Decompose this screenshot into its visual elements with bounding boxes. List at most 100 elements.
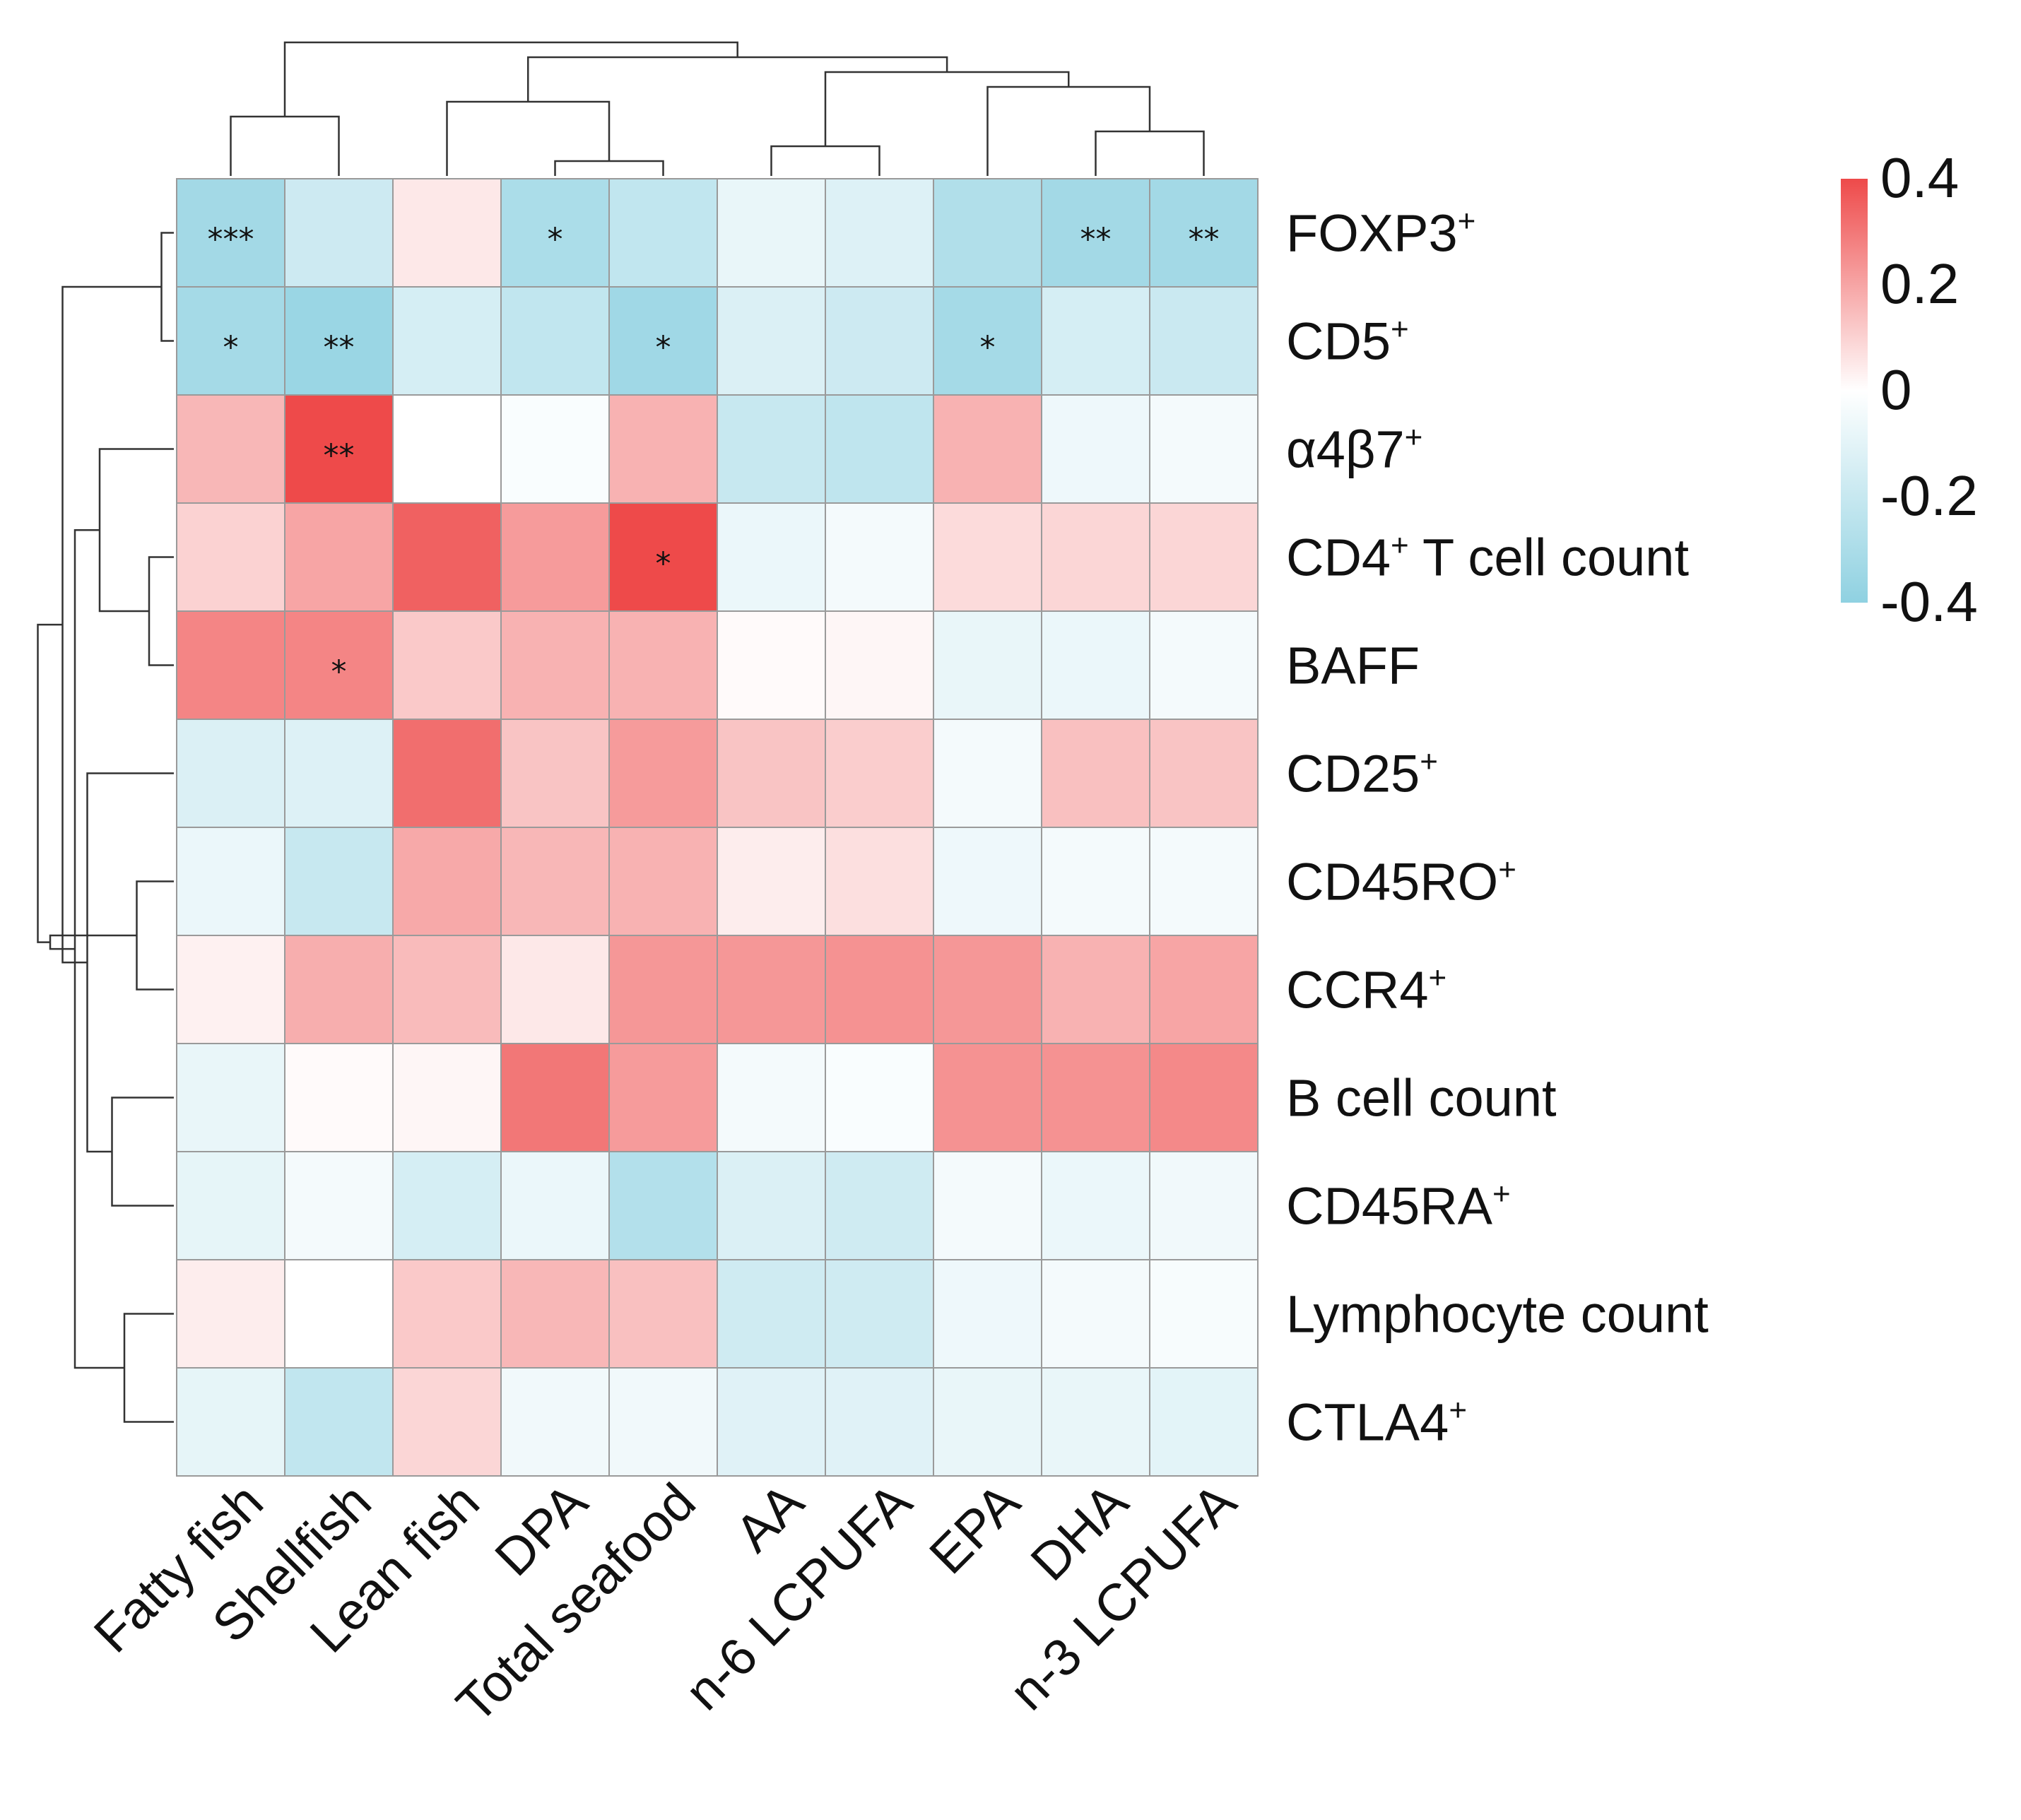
heatmap-cell <box>933 610 1042 720</box>
heatmap-cell <box>392 935 502 1044</box>
heatmap-cell <box>825 1367 934 1477</box>
heatmap-cell <box>933 719 1042 828</box>
heatmap-cell <box>284 1151 394 1260</box>
heatmap-cell <box>1149 394 1259 504</box>
legend-tick-label: -0.2 <box>1880 464 1978 527</box>
heatmap-cell <box>717 502 826 612</box>
heatmap-cell <box>392 1259 502 1369</box>
heatmap-cell <box>392 394 502 504</box>
heatmap-cell <box>284 935 394 1044</box>
heatmap-cell <box>933 935 1042 1044</box>
heatmap-cell <box>717 827 826 936</box>
heatmap-cells <box>176 178 1259 1477</box>
dendrogram-branch <box>283 41 738 117</box>
heatmap-cell <box>825 719 934 828</box>
heatmap-cell <box>1149 502 1259 612</box>
heatmap-cell <box>1041 1367 1150 1477</box>
heatmap-cell <box>284 502 394 612</box>
heatmap-cell <box>1041 610 1150 720</box>
heatmap-cell <box>284 610 394 720</box>
dendrogram-branch <box>554 160 664 176</box>
heatmap-cell <box>717 1259 826 1369</box>
significance-mark: * <box>548 222 563 258</box>
heatmap-cell <box>717 394 826 504</box>
heatmap-cell <box>717 610 826 720</box>
dendrogram-branch <box>1095 130 1205 176</box>
heatmap-cell <box>1041 178 1150 288</box>
heatmap-cell <box>500 1151 610 1260</box>
heatmap-cell <box>176 178 285 288</box>
heatmap-cell <box>284 827 394 936</box>
dendrogram-branch <box>86 772 174 1153</box>
row-label: BAFF <box>1286 637 1420 695</box>
column-label: AA <box>724 1472 815 1563</box>
heatmap-cell <box>392 610 502 720</box>
dendrogram-branch <box>123 1313 174 1423</box>
heatmap-cell <box>608 719 718 828</box>
heatmap-cell <box>1149 1043 1259 1152</box>
heatmap-cell <box>717 178 826 288</box>
heatmap-cell <box>608 1043 718 1152</box>
heatmap-cell <box>176 1367 285 1477</box>
heatmap-cell <box>1149 1367 1259 1477</box>
heatmap-cell <box>933 1259 1042 1369</box>
heatmap-cell <box>825 610 934 720</box>
heatmap-cell <box>608 610 718 720</box>
heatmap-cell <box>1149 286 1259 396</box>
significance-mark: * <box>656 330 671 366</box>
heatmap-cell <box>608 827 718 936</box>
heatmap-cell <box>608 394 718 504</box>
heatmap-cell <box>392 827 502 936</box>
heatmap-cell <box>1041 286 1150 396</box>
heatmap-cell <box>825 178 934 288</box>
row-label: CD5+ <box>1286 312 1409 371</box>
heatmap-cell <box>1041 935 1150 1044</box>
heatmap-cell <box>284 719 394 828</box>
heatmap-cell <box>933 1043 1042 1152</box>
dendrogram-branch <box>446 100 611 176</box>
heatmap-cell <box>500 719 610 828</box>
heatmap-cell <box>392 1043 502 1152</box>
heatmap-cell <box>825 827 934 936</box>
dendrogram-branch <box>111 1097 174 1207</box>
heatmap-cell <box>608 178 718 288</box>
heatmap-cell <box>284 286 394 396</box>
dendrogram-branch <box>148 556 174 666</box>
row-label: CD45RO+ <box>1286 853 1516 911</box>
dendrogram-branch <box>160 232 174 342</box>
heatmap-cell <box>392 286 502 396</box>
heatmap-cell <box>176 1259 285 1369</box>
heatmap-cell <box>500 1043 610 1152</box>
heatmap-cell <box>1041 1259 1150 1369</box>
significance-mark: ** <box>1189 222 1220 258</box>
row-label: α4β7+ <box>1286 420 1422 479</box>
heatmap-cell <box>284 1259 394 1369</box>
heatmap-cell <box>825 394 934 504</box>
heatmap-cell <box>1041 502 1150 612</box>
heatmap-cell <box>608 1367 718 1477</box>
row-label: CD25+ <box>1286 745 1438 803</box>
heatmap-cell <box>717 1043 826 1152</box>
significance-mark: * <box>223 330 239 366</box>
dendrogram-branch <box>136 880 174 991</box>
heatmap-cell <box>608 935 718 1044</box>
heatmap-cell <box>1149 1151 1259 1260</box>
heatmap-cell <box>933 1367 1042 1477</box>
heatmap-cell <box>392 178 502 288</box>
heatmap-cell <box>1041 1151 1150 1260</box>
row-label: CD4+ T cell count <box>1286 528 1689 587</box>
heatmap-cell <box>825 1151 934 1260</box>
heatmap-cell <box>717 935 826 1044</box>
heatmap-cell <box>284 1043 394 1152</box>
dendrogram-branch <box>527 56 948 102</box>
heatmap-cell <box>608 502 718 612</box>
heatmap-cell <box>500 610 610 720</box>
color-legend: 0.4 0.2 0 -0.2 -0.4 <box>1841 146 1978 633</box>
significance-mark: ** <box>1080 222 1112 258</box>
heatmap-cell <box>176 719 285 828</box>
heatmap-cell <box>933 178 1042 288</box>
row-dendrogram <box>37 232 174 1423</box>
column-dendrogram <box>230 41 1205 176</box>
heatmap-cell <box>933 394 1042 504</box>
